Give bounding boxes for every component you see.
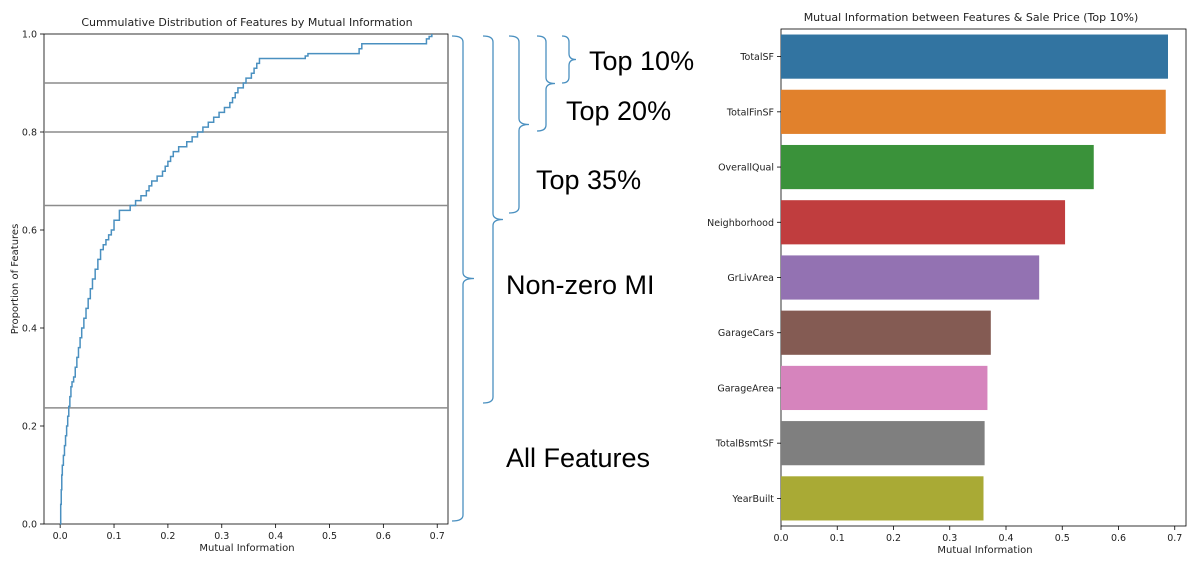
bar-x-axis: 0.0 0.1 0.2 0.3 0.4 0.5 0.6 0.7 — [773, 526, 1182, 544]
label-top35: Top 35% — [536, 165, 641, 195]
bar-x-label: Mutual Information — [937, 545, 1032, 556]
x-tick-label: 0.6 — [1111, 533, 1126, 544]
bracket-top35 — [508, 35, 530, 214]
x-tick-label: 0.2 — [886, 533, 901, 544]
x-tick-label: 0.1 — [830, 533, 845, 544]
bars: TotalSF TotalFinSF OverallQual Neighborhood… — [707, 34, 1168, 521]
ecdf-y-label: Proportion of Features — [10, 224, 21, 335]
bar-grlivarea — [781, 255, 1040, 300]
category-label: Neighborhood — [707, 218, 774, 229]
y-tick-label: 0.8 — [22, 128, 37, 139]
bar-garagecars — [781, 310, 991, 355]
ecdf-y-axis: 0.0 0.2 0.4 0.6 0.8 1.0 — [22, 30, 44, 531]
category-label: YearBuilt — [731, 494, 774, 505]
label-top10: Top 10% — [589, 46, 694, 76]
category-label: TotalBsmtSF — [715, 439, 774, 450]
y-tick-label: 1.0 — [22, 30, 37, 41]
ecdf-x-label: Mutual Information — [199, 543, 294, 554]
x-tick-label: 0.3 — [942, 533, 957, 544]
bar-overallqual — [781, 144, 1094, 190]
label-top20: Top 20% — [566, 96, 671, 126]
annotation-labels: Top 10% Top 20% Top 35% Non-zero MI All … — [506, 46, 694, 473]
y-tick-label: 0.0 — [22, 520, 37, 531]
label-nonzero: Non-zero MI — [506, 270, 655, 300]
bar-totalfinsf — [781, 89, 1166, 134]
x-tick-label: 0.7 — [430, 531, 445, 542]
bracket-nonzero — [482, 35, 504, 404]
category-label: GarageArea — [717, 383, 774, 394]
y-tick-label: 0.4 — [22, 324, 37, 335]
x-tick-label: 0.4 — [998, 533, 1013, 544]
ecdf-plot-frame — [43, 33, 449, 525]
bar-yearbuilt — [781, 476, 984, 521]
ecdf-chart-title: Cummulative Distribution of Features by … — [81, 16, 412, 29]
bracket-top20 — [536, 35, 556, 132]
x-tick-label: 0.6 — [376, 531, 391, 542]
x-tick-label: 0.7 — [1167, 533, 1182, 544]
x-tick-label: 0.1 — [106, 531, 121, 542]
bar-garagearea — [781, 365, 988, 411]
bar-neighborhood — [781, 200, 1066, 245]
x-tick-label: 0.0 — [773, 533, 788, 544]
ecdf-series-line — [59, 34, 433, 525]
category-label: TotalSF — [739, 52, 774, 63]
category-label: OverallQual — [718, 163, 774, 174]
category-label: GarageCars — [718, 328, 774, 339]
bracket-all-features — [451, 35, 475, 522]
bar-totalsf — [781, 34, 1168, 79]
bar-chart-title: Mutual Information between Features & Sa… — [804, 11, 1139, 24]
mi-bar-chart: Mutual Information between Features & Sa… — [707, 11, 1187, 556]
bar-totalbsmtsf — [781, 421, 985, 466]
x-tick-label: 0.2 — [160, 531, 175, 542]
y-tick-label: 0.6 — [22, 226, 37, 237]
x-tick-label: 0.5 — [322, 531, 337, 542]
annotation-brackets — [451, 35, 577, 522]
x-tick-label: 0.4 — [268, 531, 283, 542]
x-tick-label: 0.3 — [214, 531, 229, 542]
x-tick-label: 0.5 — [1055, 533, 1070, 544]
category-label: GrLivArea — [727, 273, 774, 284]
bracket-top10 — [561, 35, 577, 84]
label-all-features: All Features — [506, 443, 650, 473]
category-label: TotalFinSF — [726, 107, 774, 118]
ecdf-x-axis: 0.0 0.1 0.2 0.3 0.4 0.5 0.6 0.7 — [53, 524, 445, 542]
ecdf-chart: Cummulative Distribution of Features by … — [10, 16, 449, 554]
y-tick-label: 0.2 — [22, 422, 37, 433]
x-tick-label: 0.0 — [53, 531, 68, 542]
